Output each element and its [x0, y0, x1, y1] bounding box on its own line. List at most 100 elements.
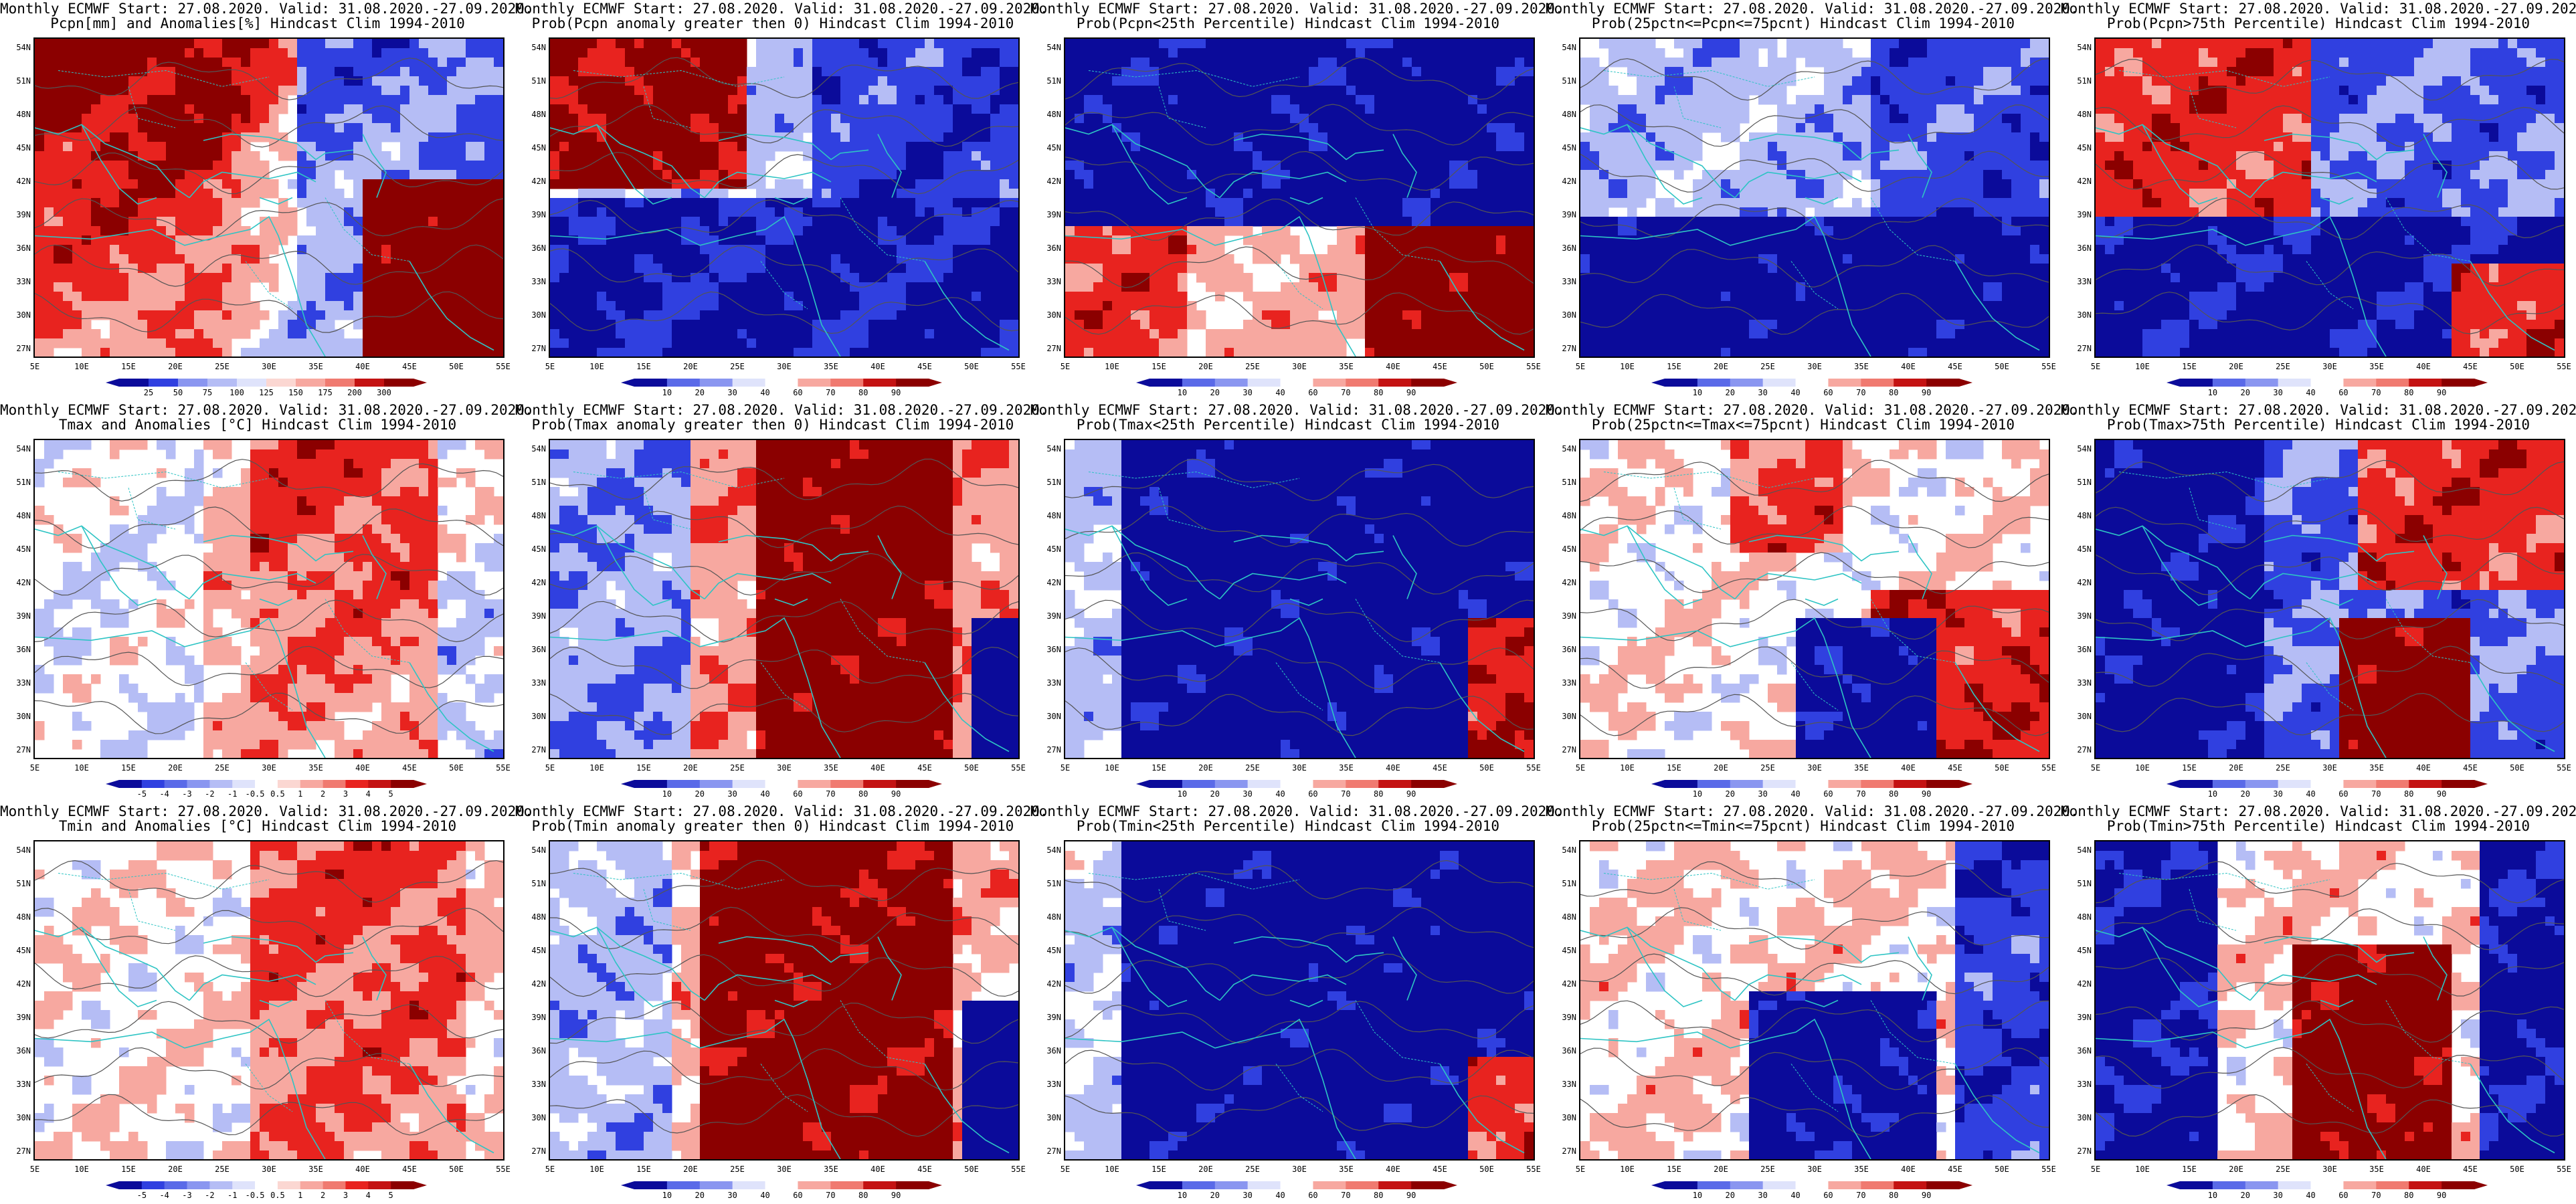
color-bar-label: -1 — [227, 1191, 237, 1200]
color-bar-label: 40 — [1790, 789, 1800, 799]
lon-label: 30E — [262, 1165, 276, 1174]
color-bar-label: 20 — [2241, 789, 2250, 799]
map-panel-pcpn-high: Monthly ECMWF Start: 27.08.2020. Valid: … — [2061, 0, 2576, 401]
color-bar-label: 150 — [288, 388, 303, 397]
color-bar-label: 10 — [2208, 388, 2217, 397]
lon-label: 30E — [1292, 763, 1307, 773]
lat-label: 39N — [4, 1013, 31, 1022]
lat-label: 39N — [1550, 1013, 1576, 1022]
lon-label: 20E — [168, 763, 183, 773]
color-bar-label: 125 — [259, 388, 274, 397]
lon-label: 10E — [74, 763, 89, 773]
panel-header-line: Monthly ECMWF Start: 27.08.2020. Valid: … — [1546, 804, 2079, 819]
lat-label: 36N — [2065, 243, 2092, 253]
color-bar-label: 40 — [1275, 388, 1285, 397]
lon-label: 40E — [2416, 1165, 2431, 1174]
map-panel-tmin-pos: Monthly ECMWF Start: 27.08.2020. Valid: … — [515, 803, 1048, 1204]
field-map — [1065, 39, 1534, 357]
lat-label: 33N — [519, 678, 546, 688]
panel-title: Prob(Pcpn<25th Percentile) Hindcast Clim… — [1030, 16, 1546, 31]
lat-label: 45N — [4, 946, 31, 955]
lat-label: 42N — [4, 979, 31, 989]
lat-label: 27N — [1034, 745, 1061, 755]
lon-label: 20E — [2229, 763, 2243, 773]
color-bar-label: 70 — [826, 388, 835, 397]
lon-label: 15E — [1667, 362, 1681, 371]
lon-label: 25E — [215, 362, 229, 371]
lat-label: 45N — [1550, 544, 1576, 554]
lon-label: 35E — [1339, 1165, 1354, 1174]
lat-label: 33N — [1550, 1080, 1576, 1089]
lat-label: 39N — [2065, 1013, 2092, 1022]
panel-title: Prob(25pctn<=Tmax<=75pcnt) Hindcast Clim… — [1546, 417, 2061, 433]
color-bar-label: 3 — [343, 789, 348, 799]
color-bar-label: 70 — [1856, 388, 1865, 397]
color-bar-label: 4 — [366, 1191, 371, 1200]
map-frame — [2094, 840, 2565, 1161]
panel-title: Pcpn[mm] and Anomalies[%] Hindcast Clim … — [0, 16, 515, 31]
lat-label: 33N — [519, 277, 546, 286]
color-bar-label: 20 — [1726, 789, 1735, 799]
lat-label: 54N — [4, 845, 31, 855]
color-bar-label: 10 — [1178, 1191, 1187, 1200]
color-bar-label: 80 — [1889, 1191, 1898, 1200]
map-panel-pcpn-anom: Monthly ECMWF Start: 27.08.2020. Valid: … — [0, 0, 533, 401]
lon-label: 10E — [1620, 763, 1635, 773]
lon-label: 35E — [824, 362, 838, 371]
color-bar-label: 40 — [760, 789, 769, 799]
color-bar-label: 90 — [1922, 1191, 1931, 1200]
panel-header-line: Monthly ECMWF Start: 27.08.2020. Valid: … — [1030, 403, 1564, 418]
lat-label: 45N — [519, 544, 546, 554]
lat-label: 42N — [2065, 177, 2092, 186]
color-bar-label: 20 — [1210, 789, 1220, 799]
lat-label: 30N — [1550, 310, 1576, 320]
lat-label: 51N — [1550, 478, 1576, 487]
color-bar — [106, 780, 427, 788]
lon-label: 25E — [2276, 763, 2290, 773]
lon-label: 30E — [1807, 1165, 1822, 1174]
lon-label: 20E — [683, 1165, 698, 1174]
lat-label: 30N — [1550, 712, 1576, 721]
lon-label: 25E — [730, 362, 745, 371]
field-map — [35, 440, 503, 758]
map-panel-tmax-mid: Monthly ECMWF Start: 27.08.2020. Valid: … — [1546, 401, 2079, 803]
lon-label: 25E — [1760, 763, 1775, 773]
color-bar-label: -0.5 — [246, 789, 265, 799]
lat-label: 30N — [2065, 310, 2092, 320]
map-panel-tmin-anom: Monthly ECMWF Start: 27.08.2020. Valid: … — [0, 803, 533, 1204]
lon-label: 50E — [2510, 362, 2524, 371]
lon-label: 45E — [2463, 362, 2478, 371]
lon-label: 30E — [777, 763, 792, 773]
color-bar-label: 5 — [389, 1191, 393, 1200]
color-bar-label: 60 — [2338, 1191, 2348, 1200]
lat-label: 36N — [4, 243, 31, 253]
lat-label: 42N — [1550, 177, 1576, 186]
color-bar-label: 25 — [144, 388, 153, 397]
lat-label: 54N — [1550, 444, 1576, 454]
lon-label: 55E — [1526, 1165, 1541, 1174]
lat-label: 27N — [519, 745, 546, 755]
lon-label: 30E — [262, 763, 276, 773]
lon-label: 40E — [1386, 763, 1400, 773]
color-bar — [621, 780, 942, 788]
lon-label: 5E — [545, 362, 555, 371]
lon-label: 50E — [449, 763, 464, 773]
panel-header-line: Monthly ECMWF Start: 27.08.2020. Valid: … — [2061, 403, 2576, 418]
lon-label: 5E — [30, 763, 39, 773]
lat-label: 45N — [4, 544, 31, 554]
lat-label: 27N — [4, 1146, 31, 1156]
lon-label: 35E — [2369, 1165, 2384, 1174]
lon-label: 5E — [1576, 362, 1585, 371]
lon-label: 20E — [1198, 1165, 1213, 1174]
lon-label: 35E — [2369, 763, 2384, 773]
color-bar-label: 60 — [1308, 388, 1317, 397]
color-bar-label: 60 — [1308, 789, 1317, 799]
lon-label: 50E — [1479, 362, 1494, 371]
color-bar — [106, 379, 427, 387]
panel-title: Prob(Tmin anomaly greater then 0) Hindca… — [515, 819, 1030, 834]
lat-label: 39N — [1034, 611, 1061, 621]
lat-label: 33N — [4, 678, 31, 688]
lat-label: 45N — [519, 143, 546, 153]
lat-label: 30N — [1034, 310, 1061, 320]
map-frame — [1064, 840, 1535, 1161]
